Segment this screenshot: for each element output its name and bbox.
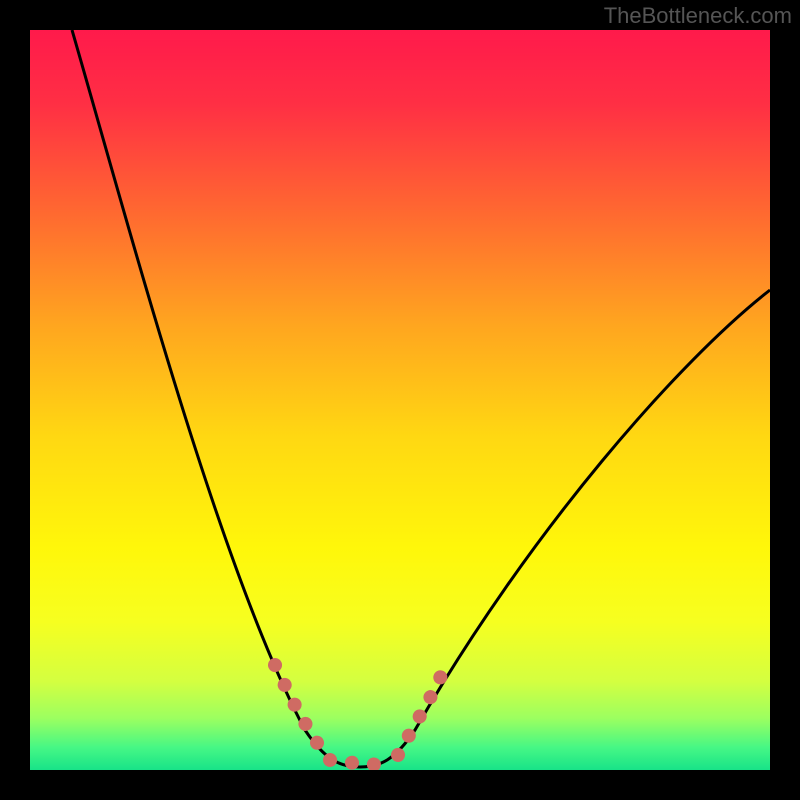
frame-border-right: [770, 0, 800, 800]
watermark-text: TheBottleneck.com: [604, 3, 792, 29]
bottleneck-curve: [72, 30, 770, 767]
plot-area: [30, 30, 770, 770]
marker-segment-0: [275, 665, 325, 755]
chart-frame: TheBottleneck.com: [0, 0, 800, 800]
curve-layer: [30, 30, 770, 770]
frame-border-left: [0, 0, 30, 800]
marker-group: [275, 665, 444, 765]
frame-border-bottom: [0, 770, 800, 800]
